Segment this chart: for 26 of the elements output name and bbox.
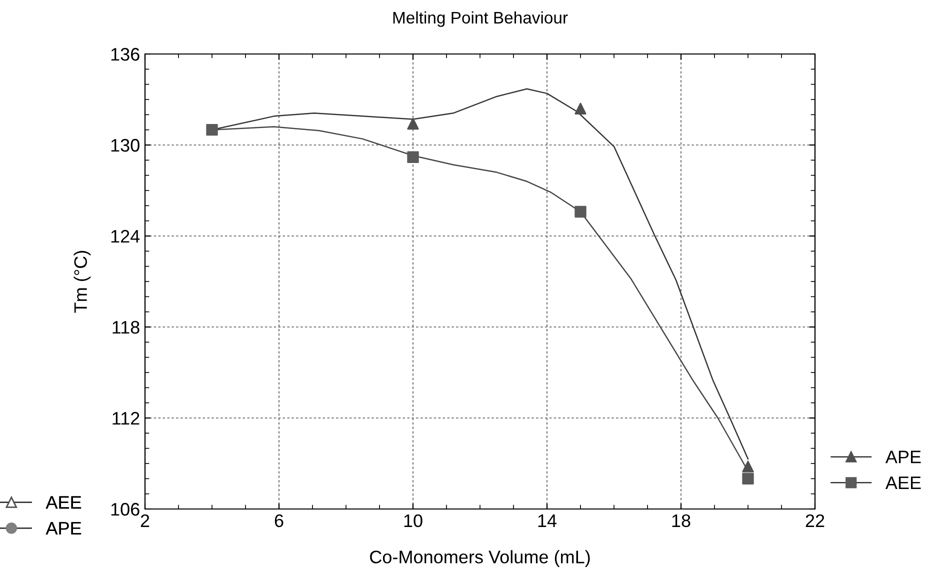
y-tick-label: 118	[112, 320, 140, 334]
y-tick-label: 130	[111, 138, 140, 152]
y-tick-label: 106	[111, 502, 140, 516]
y-tick-label: 136	[111, 48, 140, 61]
legend-label: AEE	[885, 476, 921, 490]
legend-label: APE	[885, 450, 921, 464]
x-tick-label: 6	[274, 514, 284, 528]
x-tick-label: 10	[404, 514, 422, 528]
point	[742, 472, 754, 485]
x-tick-label: 2	[140, 514, 150, 527]
legend-label: APE	[46, 522, 82, 535]
x-tick-label: 14	[538, 514, 557, 527]
chart-title: Melting Point Behaviour	[393, 11, 568, 27]
point	[574, 102, 586, 114]
point	[742, 460, 754, 472]
point	[407, 151, 419, 163]
y-tick-label: 112	[112, 412, 140, 425]
x-tick-label: 18	[672, 514, 690, 528]
point	[574, 206, 586, 218]
y-tick-label: 124	[111, 230, 140, 243]
x-tick-label: 22	[806, 514, 824, 527]
point	[206, 124, 218, 136]
y-axis-title: Tm (°C)	[74, 250, 91, 313]
point	[407, 118, 419, 130]
x-axis-title: Co-Monomers Volume (mL)	[370, 550, 590, 567]
legend-label: AEE	[46, 496, 82, 509]
